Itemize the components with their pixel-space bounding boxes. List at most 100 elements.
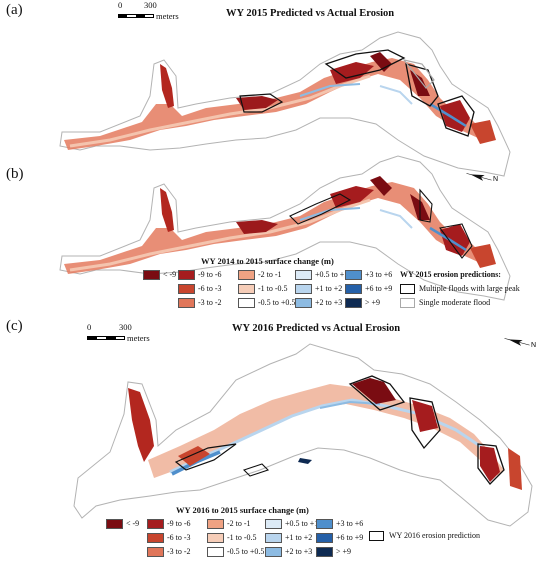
legend-label: < -9 bbox=[126, 519, 140, 528]
prediction-outline-multiple bbox=[324, 49, 406, 79]
legend-swatch bbox=[178, 298, 195, 308]
north-arrow-icon bbox=[504, 338, 530, 346]
panel-c-title: WY 2016 Predicted vs Actual Erosion bbox=[232, 323, 401, 334]
legend-label: +3 to +6 bbox=[365, 270, 393, 279]
erosion-band bbox=[128, 388, 154, 462]
legend-prediction-box bbox=[400, 284, 415, 294]
legend-label: -3 to -2 bbox=[198, 298, 222, 307]
legend-swatch bbox=[207, 519, 224, 529]
legend-swatch bbox=[316, 547, 333, 557]
erosion-patch bbox=[298, 458, 312, 464]
legend-label: -6 to -3 bbox=[198, 284, 222, 293]
legend-swatch bbox=[143, 270, 160, 280]
legend-swatch bbox=[147, 519, 164, 529]
erosion-patch bbox=[508, 448, 522, 490]
legend-label: +6 to +9 bbox=[365, 284, 393, 293]
legend-label: -2 to -1 bbox=[258, 270, 282, 279]
legend-swatch bbox=[265, 547, 282, 557]
legend-label: WY 2016 erosion prediction bbox=[389, 531, 481, 540]
scale-max: 300 bbox=[119, 322, 132, 332]
legend-label: -6 to -3 bbox=[167, 533, 191, 542]
legend-label: Single moderate flood bbox=[419, 298, 491, 307]
legend-swatch bbox=[316, 519, 333, 529]
scale-max: 300 bbox=[144, 0, 157, 10]
legend-label: -0.5 to +0.5 bbox=[258, 298, 296, 307]
prediction-outline-2016 bbox=[242, 463, 270, 477]
legend-label: +0.5 to +1 bbox=[285, 519, 319, 528]
legend-label: +0.5 to +1 bbox=[315, 270, 349, 279]
legend-label: Multiple floods with large peak bbox=[419, 284, 520, 293]
legend-swatch bbox=[316, 533, 333, 543]
legend-swatch bbox=[238, 270, 255, 280]
erosion-patch bbox=[412, 400, 438, 432]
scale-unit: meters bbox=[156, 11, 179, 21]
legend-swatch bbox=[345, 284, 362, 294]
legend-label: > +9 bbox=[336, 547, 352, 556]
legend-swatch bbox=[265, 519, 282, 529]
legend-swatch bbox=[265, 533, 282, 543]
legend-swatch bbox=[295, 284, 312, 294]
prediction-outline-2016 bbox=[174, 443, 237, 471]
panel-a-title: WY 2015 Predicted vs Actual Erosion bbox=[226, 8, 395, 19]
erosion-patch bbox=[352, 378, 396, 404]
legend-swatch bbox=[207, 547, 224, 557]
legend-2015-title: WY 2014 to 2015 surface change (m) bbox=[201, 256, 334, 266]
legend-label: > +9 bbox=[365, 298, 381, 307]
legend-swatch bbox=[178, 284, 195, 294]
panel-c-letter: (c) bbox=[6, 318, 23, 334]
legend-label: +2 to +3 bbox=[315, 298, 343, 307]
map-panel-c bbox=[73, 343, 533, 527]
prediction-outline-multiple bbox=[405, 63, 439, 107]
prediction-outline-multiple bbox=[437, 95, 475, 137]
legend-label: -9 to -6 bbox=[167, 519, 191, 528]
legend-label: < -9 bbox=[163, 270, 177, 279]
legend-prediction-box bbox=[369, 531, 384, 541]
predictions-title: WY 2015 erosion predictions: bbox=[400, 270, 501, 279]
prediction-outline-2016 bbox=[409, 397, 441, 450]
legend-swatch bbox=[106, 519, 123, 529]
legend-swatch bbox=[345, 298, 362, 308]
prediction-outline-2016 bbox=[477, 443, 505, 485]
prediction-outline-single bbox=[402, 59, 435, 89]
legend-label: -9 to -6 bbox=[198, 270, 222, 279]
legend-label: +1 to +2 bbox=[315, 284, 343, 293]
legend-label: +6 to +9 bbox=[336, 533, 364, 542]
prediction-outline-2016 bbox=[348, 375, 406, 411]
scale-unit: meters bbox=[127, 333, 150, 343]
prediction-outline-single bbox=[289, 193, 352, 225]
legend-label: -2 to -1 bbox=[227, 519, 251, 528]
legend-label: -0.5 to +0.5 bbox=[227, 547, 265, 556]
legend-swatch bbox=[207, 533, 224, 543]
legend-swatch bbox=[238, 298, 255, 308]
north-arrow-label: N bbox=[531, 342, 536, 349]
legend-label: +2 to +3 bbox=[285, 547, 313, 556]
scale-bar-c: 0 300 meters bbox=[87, 322, 157, 352]
north-arrow-icon bbox=[466, 173, 492, 181]
legend-swatch bbox=[295, 270, 312, 280]
prediction-outline-multiple bbox=[239, 93, 284, 113]
scale-zero: 0 bbox=[118, 0, 123, 10]
legend-swatch bbox=[147, 533, 164, 543]
scale-zero: 0 bbox=[87, 322, 92, 332]
legend-swatch bbox=[295, 298, 312, 308]
legend-swatch bbox=[345, 270, 362, 280]
legend-label: +1 to +2 bbox=[285, 533, 313, 542]
legend-label: +3 to +6 bbox=[336, 519, 364, 528]
map-panel-b bbox=[58, 154, 512, 302]
legend-2016-title: WY 2016 to 2015 surface change (m) bbox=[176, 505, 309, 515]
legend-swatch bbox=[238, 284, 255, 294]
panel-a-letter: (a) bbox=[6, 2, 23, 18]
legend-prediction-box bbox=[400, 298, 415, 308]
scale-bar-a: 0 300 meters bbox=[118, 0, 188, 30]
legend-label: -3 to -2 bbox=[167, 547, 191, 556]
legend-label: -1 to -0.5 bbox=[227, 533, 257, 542]
legend-swatch bbox=[147, 547, 164, 557]
legend-label: -1 to -0.5 bbox=[258, 284, 288, 293]
prediction-outline-single bbox=[439, 223, 473, 259]
deposition-streak bbox=[319, 400, 381, 409]
north-arrow-label: N bbox=[493, 176, 498, 183]
erosion-patch bbox=[480, 446, 500, 482]
legend-swatch bbox=[178, 270, 195, 280]
channel-outline bbox=[73, 343, 533, 527]
